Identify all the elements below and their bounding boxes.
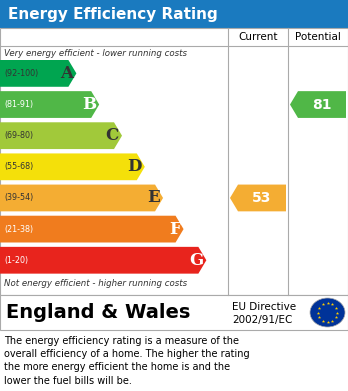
Text: (55-68): (55-68) bbox=[4, 162, 33, 171]
Text: (69-80): (69-80) bbox=[4, 131, 33, 140]
Ellipse shape bbox=[310, 298, 345, 327]
Text: G: G bbox=[189, 252, 203, 269]
Text: EU Directive: EU Directive bbox=[232, 302, 296, 312]
Polygon shape bbox=[0, 153, 145, 180]
Text: B: B bbox=[82, 96, 96, 113]
Text: F: F bbox=[169, 221, 181, 238]
Text: E: E bbox=[147, 190, 160, 206]
Bar bbox=[0, 28, 348, 295]
Polygon shape bbox=[0, 60, 77, 87]
Text: 53: 53 bbox=[252, 191, 272, 205]
Text: 81: 81 bbox=[312, 97, 332, 111]
Text: Very energy efficient - lower running costs: Very energy efficient - lower running co… bbox=[4, 48, 187, 57]
Polygon shape bbox=[0, 247, 206, 274]
Polygon shape bbox=[290, 91, 346, 118]
Text: (21-38): (21-38) bbox=[4, 224, 33, 233]
Text: (92-100): (92-100) bbox=[4, 69, 38, 78]
Text: Current: Current bbox=[238, 32, 278, 42]
Text: C: C bbox=[106, 127, 119, 144]
Text: D: D bbox=[127, 158, 142, 175]
Bar bbox=[0, 0, 348, 28]
Text: (39-54): (39-54) bbox=[4, 194, 33, 203]
Text: (1-20): (1-20) bbox=[4, 256, 28, 265]
Polygon shape bbox=[230, 185, 286, 212]
Polygon shape bbox=[0, 122, 122, 149]
Polygon shape bbox=[0, 91, 99, 118]
Text: (81-91): (81-91) bbox=[4, 100, 33, 109]
Text: Potential: Potential bbox=[295, 32, 341, 42]
Text: A: A bbox=[61, 65, 73, 82]
Text: Not energy efficient - higher running costs: Not energy efficient - higher running co… bbox=[4, 278, 187, 287]
Text: The energy efficiency rating is a measure of the
overall efficiency of a home. T: The energy efficiency rating is a measur… bbox=[4, 336, 250, 386]
Polygon shape bbox=[0, 185, 163, 212]
Text: Energy Efficiency Rating: Energy Efficiency Rating bbox=[8, 7, 218, 22]
Polygon shape bbox=[0, 216, 183, 242]
Bar bbox=[0, 295, 348, 330]
Text: 2002/91/EC: 2002/91/EC bbox=[232, 314, 292, 325]
Text: England & Wales: England & Wales bbox=[6, 303, 190, 322]
